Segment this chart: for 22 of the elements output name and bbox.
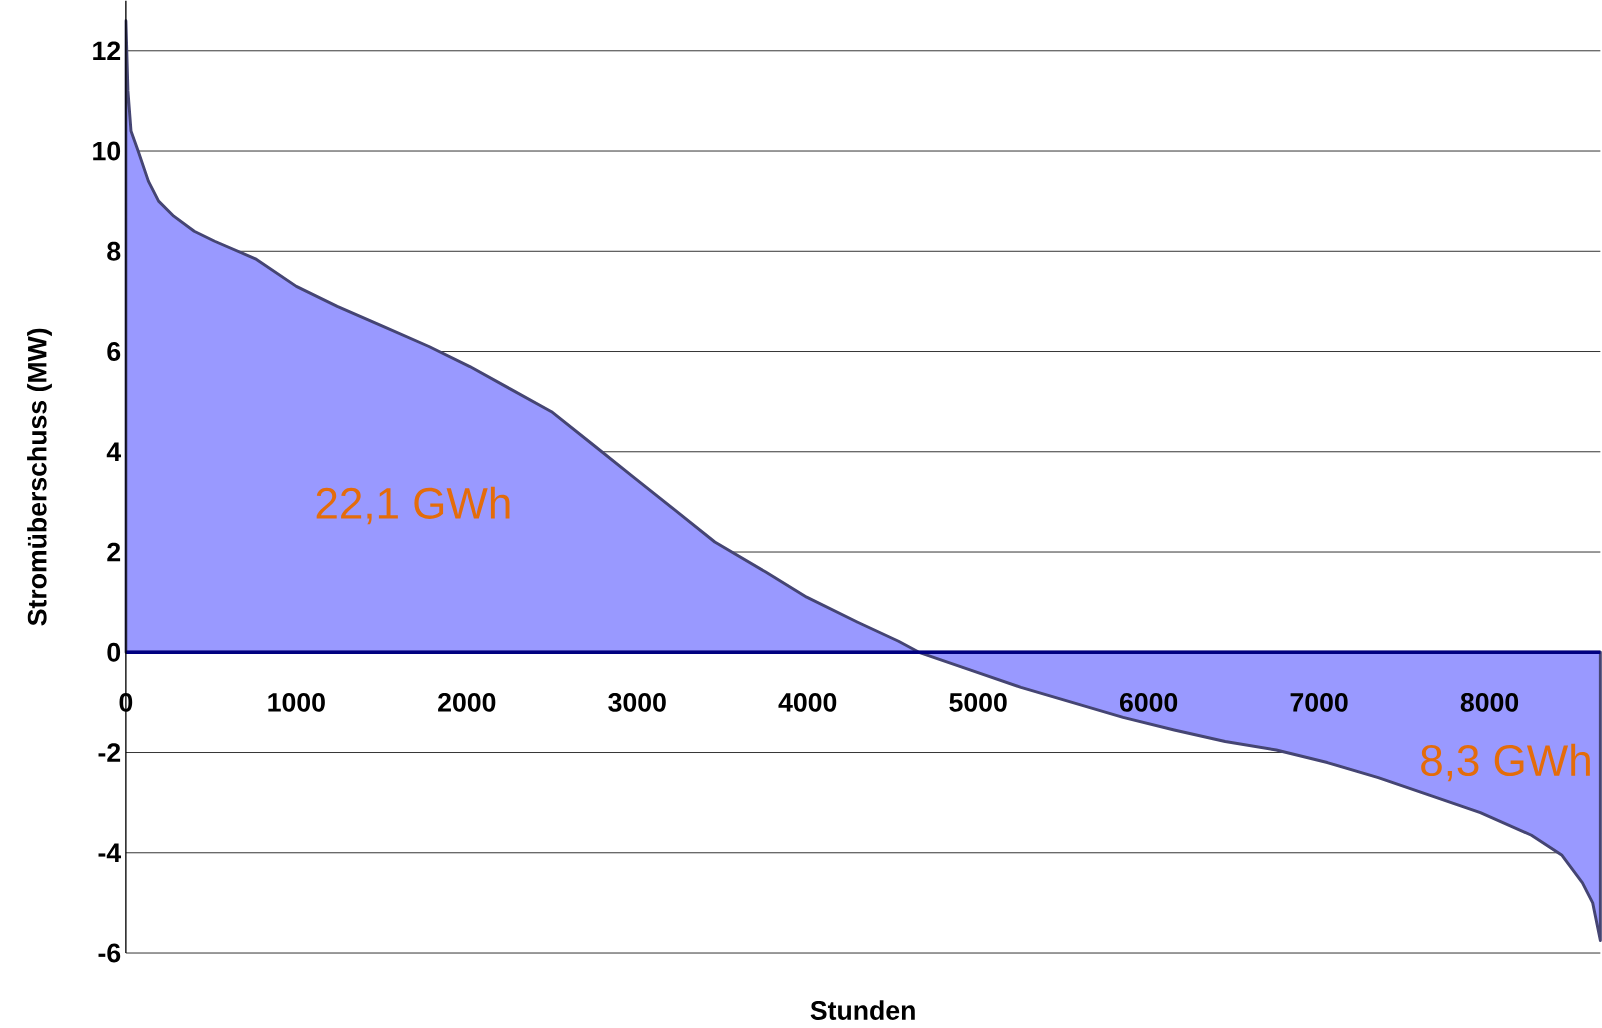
y-tick-label: 12 xyxy=(93,41,121,61)
y-tick-label: 8 xyxy=(107,242,121,261)
x-axis-title: Stunden xyxy=(810,1000,915,1021)
x-tick-label: 2000 xyxy=(438,693,496,712)
y-tick-label: 6 xyxy=(107,342,121,362)
annotation: 22,1 GWh xyxy=(316,486,510,525)
x-tick-label: 7000 xyxy=(1290,693,1348,712)
x-tick-label: 1000 xyxy=(268,693,325,712)
y-tick-label: -4 xyxy=(98,843,122,863)
x-tick-label: 4000 xyxy=(778,693,837,712)
x-tick-label: 8000 xyxy=(1460,693,1519,712)
y-tick-label: -6 xyxy=(98,943,121,963)
annotation: 8,3 GWh xyxy=(1421,743,1590,782)
x-tick-label: 5000 xyxy=(949,693,1007,712)
y-axis-title: Stromüberschuss (MW) xyxy=(27,328,52,626)
y-tick-label: 10 xyxy=(93,141,121,161)
y-tick-label: 4 xyxy=(106,442,122,462)
y-tick-label: 0 xyxy=(107,643,121,662)
y-tick-label: -2 xyxy=(98,743,121,763)
x-tick-label: 3000 xyxy=(608,693,666,713)
x-tick-label: 6000 xyxy=(1119,693,1178,712)
y-tick-label: 2 xyxy=(107,542,121,562)
